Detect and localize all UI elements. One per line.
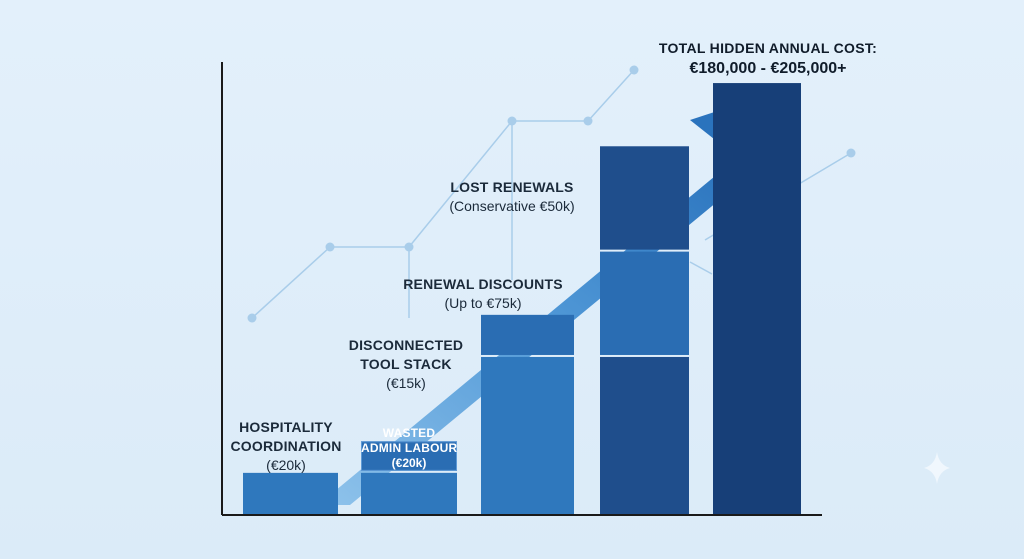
bar-segment [361, 472, 457, 515]
label-renewals-value: (Conservative €50k) [449, 198, 575, 214]
label-admin-title-1: WASTED [382, 426, 436, 440]
label-tools: DISCONNECTED TOOL STACK (€15k) [340, 336, 472, 393]
network-decoration [247, 65, 856, 323]
network-node [583, 116, 593, 126]
label-discounts-title: RENEWAL DISCOUNTS [403, 276, 563, 292]
bar-segment [481, 314, 574, 355]
bars [243, 83, 801, 516]
bar-segment [481, 356, 574, 515]
network-line [587, 69, 635, 122]
label-tools-title-2: TOOL STACK [360, 356, 452, 372]
label-discounts: RENEWAL DISCOUNTS (Up to €75k) [398, 275, 568, 313]
total-cost-title: TOTAL HIDDEN ANNUAL COST: [658, 40, 878, 56]
network-node [404, 242, 414, 252]
label-hospitality-title-2: COORDINATION [230, 438, 342, 454]
label-admin-value: (€20k) [391, 456, 427, 470]
label-hospitality: HOSPITALITY COORDINATION (€20k) [226, 418, 346, 475]
network-line [408, 120, 513, 248]
label-hospitality-title-1: HOSPITALITY [239, 419, 333, 435]
bar-segment [713, 83, 801, 516]
network-node [846, 148, 856, 158]
network-line [251, 246, 331, 319]
label-discounts-value: (Up to €75k) [444, 295, 522, 311]
bar-segment [600, 356, 689, 515]
label-renewals-title: LOST RENEWALS [450, 179, 574, 195]
network-line [689, 261, 713, 275]
network-node [507, 116, 517, 126]
network-node [325, 242, 335, 252]
label-hospitality-value: (€20k) [266, 457, 306, 473]
label-renewals: LOST RENEWALS (Conservative €50k) [422, 178, 602, 216]
bar-highlight [361, 441, 457, 471]
axes [221, 62, 822, 516]
network-node [247, 313, 257, 323]
label-admin-title-2: ADMIN LABOUR [361, 441, 458, 455]
bar-segment [600, 146, 689, 250]
bar-segment [361, 441, 457, 471]
network-node [629, 65, 639, 75]
label-admin: WASTED ADMIN LABOUR (€20k) [361, 426, 457, 471]
total-cost-value: €180,000 - €205,000+ [689, 60, 847, 77]
total-cost-label: TOTAL HIDDEN ANNUAL COST: €180,000 - €20… [618, 38, 918, 80]
bar-segment [243, 472, 338, 515]
bar-segment [600, 251, 689, 355]
label-tools-value: (€15k) [386, 375, 426, 391]
sparkle-icon [924, 452, 950, 484]
label-tools-title-1: DISCONNECTED [348, 337, 464, 353]
sparkle-icon-shape [924, 452, 950, 484]
